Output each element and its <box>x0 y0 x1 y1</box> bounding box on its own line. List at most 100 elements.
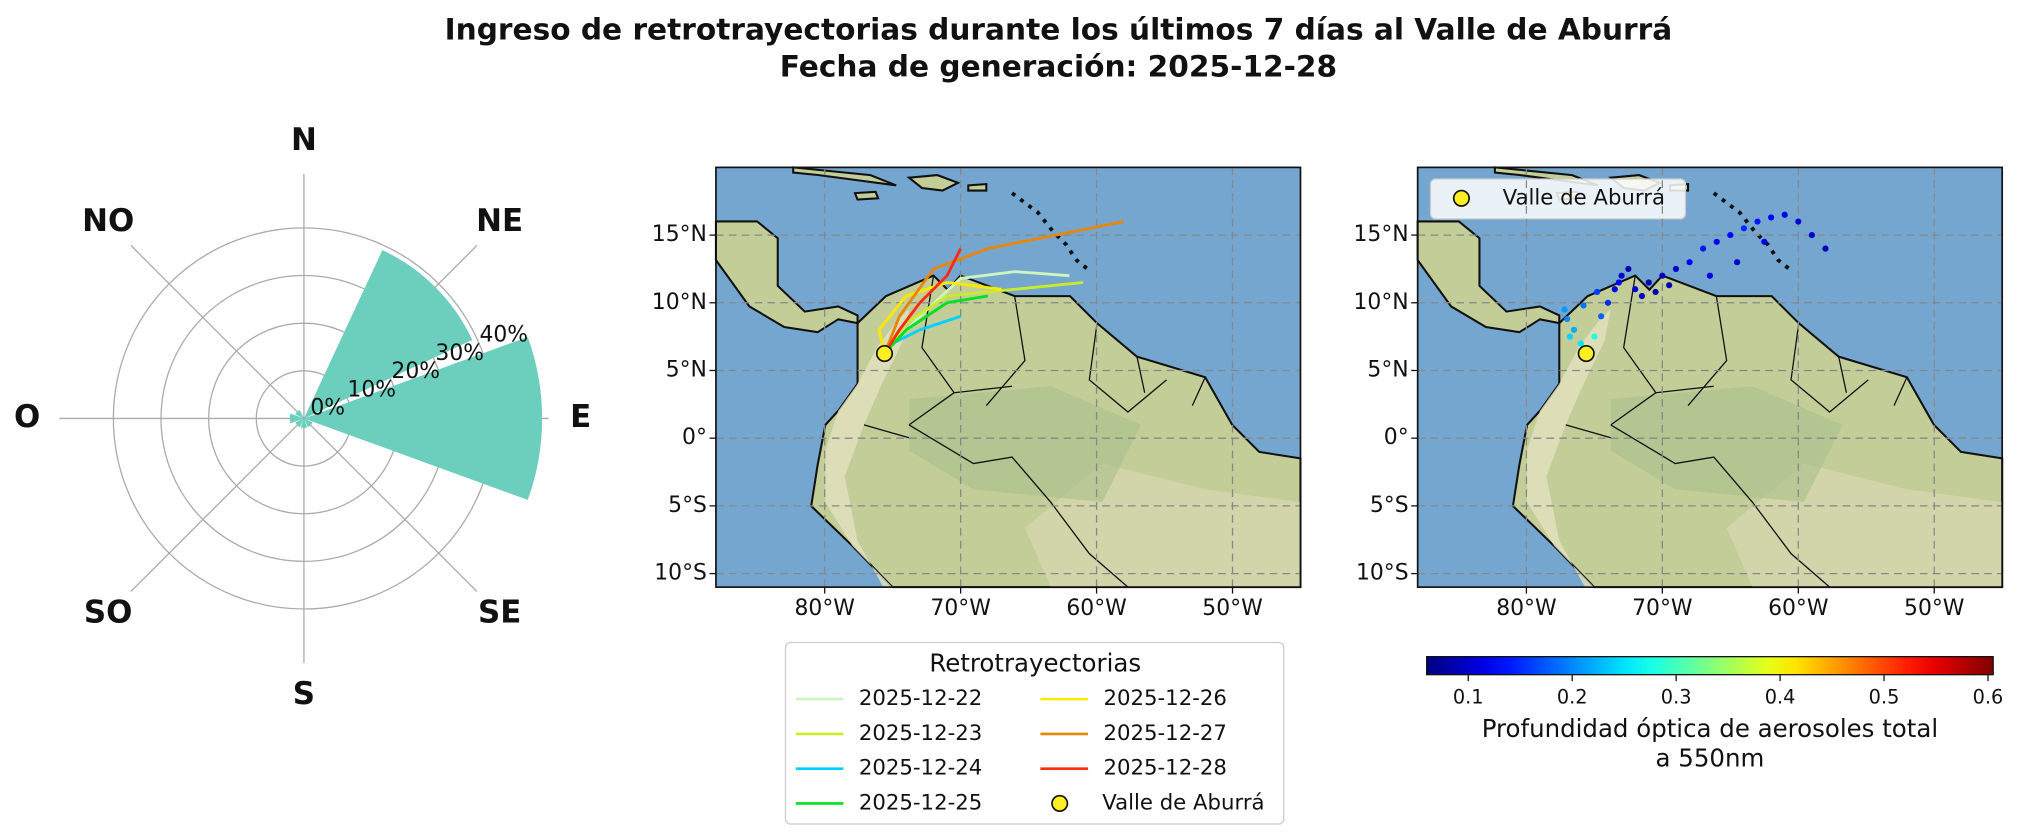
aod-point <box>1591 333 1598 340</box>
subtitle: Fecha de generación: 2025-12-28 <box>780 50 1337 84</box>
direction-label: NO <box>82 203 134 239</box>
location-marker <box>1577 344 1595 363</box>
aod-point <box>1561 306 1568 313</box>
legend-label: 2025-12-23 <box>859 721 982 746</box>
y-tick-label: 15°N <box>652 222 707 247</box>
x-tick-label: 80°W <box>794 596 854 621</box>
aod-point <box>1652 288 1659 296</box>
legend-label: 2025-12-24 <box>859 756 982 781</box>
aod-point <box>1686 259 1693 266</box>
aod-point <box>1638 292 1646 300</box>
rose-wedge <box>303 418 313 428</box>
y-tick-label: 0° <box>1384 425 1409 450</box>
trajectory <box>883 247 962 355</box>
legend-label: Valle de Aburrá <box>1102 790 1264 815</box>
x-tick-label: 60°W <box>1768 596 1828 621</box>
direction-label: SE <box>478 595 521 631</box>
direction-label: S <box>293 676 315 712</box>
x-tick-label: 70°W <box>1632 596 1692 621</box>
aod-point <box>1822 245 1829 252</box>
aod-point <box>1566 333 1573 340</box>
direction-label: N <box>291 122 317 158</box>
direction-label: NE <box>476 203 523 239</box>
aod-point <box>1570 326 1578 333</box>
trajectory <box>883 220 1125 355</box>
y-tick-label: 10°N <box>1354 290 1409 315</box>
aod-point <box>1795 218 1802 225</box>
aod-point <box>1808 231 1815 239</box>
legend-box <box>1429 178 1687 220</box>
y-tick-label: 5°N <box>1367 357 1408 382</box>
rose-wedge <box>303 336 543 500</box>
x-tick-label: 70°W <box>930 596 990 621</box>
legend-swatch <box>1452 189 1470 207</box>
legend-label: 2025-12-25 <box>859 790 982 815</box>
colorbar-tick-label: 0.5 <box>1869 685 1900 708</box>
legend-label: 2025-12-26 <box>1103 686 1226 711</box>
trajectory <box>883 294 989 355</box>
legend-label: 2025-12-22 <box>859 686 982 711</box>
aod-point <box>1706 272 1714 279</box>
legend-swatch <box>1051 794 1069 812</box>
colorbar-tick-label: 0.3 <box>1661 685 1692 708</box>
legend-box <box>784 641 1285 825</box>
aod-point <box>1768 214 1775 221</box>
aod-point <box>1666 282 1673 289</box>
map-background <box>1415 165 2005 590</box>
y-tick-label: 10°S <box>1356 561 1409 586</box>
aod-point <box>1781 211 1788 218</box>
aod-point <box>1645 279 1652 286</box>
aod-point <box>1615 279 1622 286</box>
r-tick-label: 40% <box>479 323 528 348</box>
rose-wedge <box>303 250 473 419</box>
aod-point <box>1713 238 1720 245</box>
rose-wedge <box>300 418 308 428</box>
y-tick-label: 5°S <box>1370 493 1409 518</box>
map-background <box>714 165 1303 590</box>
r-tick-label: 30% <box>435 341 484 366</box>
colorbar <box>1426 656 1994 676</box>
legend-label: Valle de Aburrá <box>1503 185 1665 210</box>
aod-point <box>1625 265 1632 273</box>
aod-point <box>1659 272 1666 279</box>
y-tick-label: 5°S <box>668 493 707 518</box>
trajectory <box>883 281 1084 355</box>
legend-label: 2025-12-28 <box>1103 756 1226 781</box>
x-tick-label: 60°W <box>1066 596 1126 621</box>
plot-content <box>1417 167 2003 588</box>
grid-spoke <box>303 417 478 592</box>
colorbar-tick-label: 0.4 <box>1765 685 1796 708</box>
aod-point <box>1564 315 1571 323</box>
colorbar-tick-label: 0.1 <box>1453 685 1484 708</box>
direction-label: E <box>570 399 591 435</box>
r-tick-label: 20% <box>391 359 440 384</box>
colorbar-tick-label: 0.6 <box>1973 685 2004 708</box>
aod-point <box>1740 225 1748 232</box>
aod-point <box>1577 340 1584 347</box>
y-tick-label: 15°N <box>1354 222 1409 247</box>
map-frame <box>1416 166 2004 588</box>
rose-wedge <box>295 418 304 428</box>
aod-point <box>1598 313 1605 320</box>
x-tick-label: 80°W <box>1496 596 1556 621</box>
colorbar-label: Profundidad óptica de aerosoles total <box>1482 714 1938 743</box>
aod-point <box>1700 245 1707 252</box>
aod-point <box>1604 299 1612 306</box>
direction-label: SO <box>84 595 133 631</box>
trajectory <box>877 281 1002 354</box>
y-tick-label: 0° <box>682 425 707 450</box>
r-tick-label: 10% <box>347 377 396 402</box>
aod-point <box>1761 238 1768 245</box>
aod-point <box>1672 265 1680 273</box>
aod-point <box>1618 272 1625 279</box>
grid-spoke <box>130 417 305 592</box>
aod-point <box>1727 231 1734 239</box>
colorbar-label: a 550nm <box>1656 744 1765 773</box>
location-marker <box>875 344 894 363</box>
y-tick-label: 5°N <box>666 357 707 382</box>
aod-point <box>1611 286 1618 293</box>
x-tick-label: 50°W <box>1904 596 1964 621</box>
plot-content <box>715 167 1301 588</box>
aod-point <box>1632 286 1639 293</box>
